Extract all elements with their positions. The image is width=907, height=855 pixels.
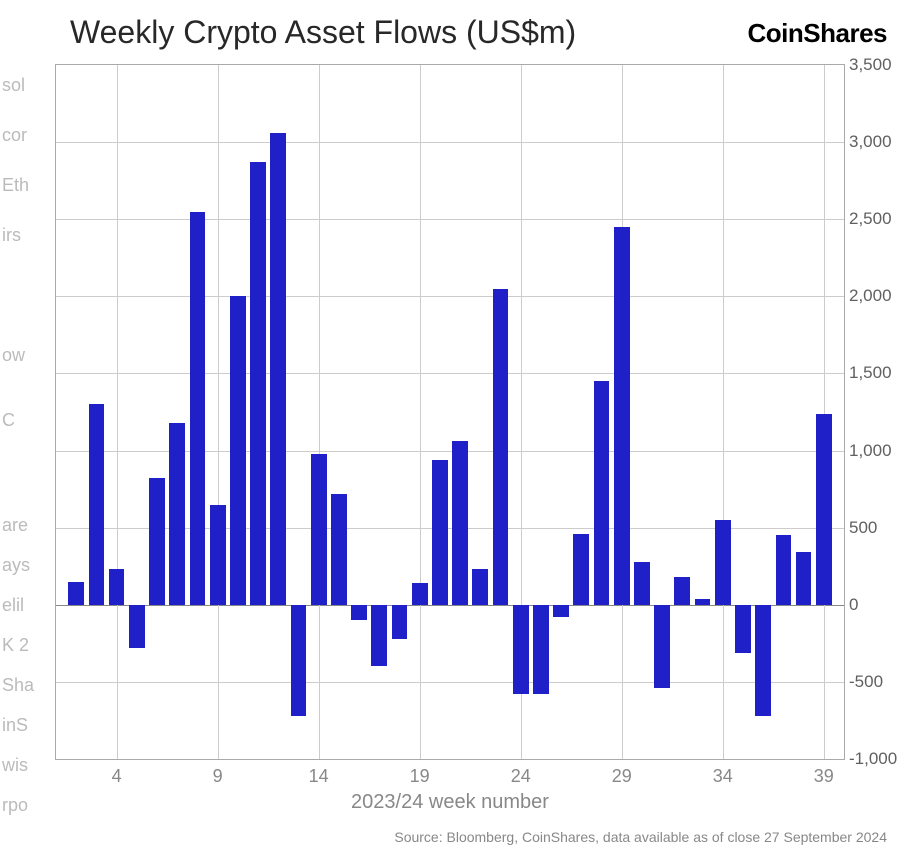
bar <box>533 605 549 694</box>
x-tick-label: 14 <box>309 766 329 787</box>
x-tick-label: 39 <box>814 766 834 787</box>
bar <box>553 605 569 617</box>
bar <box>169 423 185 605</box>
bg-fragment: Eth <box>2 160 29 210</box>
bar <box>654 605 670 688</box>
background-fragments: solcorEthirsowCareayselilK 2ShainSwisrpo <box>0 0 50 855</box>
bar <box>210 505 226 605</box>
bar <box>190 212 206 605</box>
grid-vertical <box>218 65 219 759</box>
bar <box>715 520 731 605</box>
grid-horizontal <box>56 219 844 220</box>
grid-vertical <box>319 65 320 759</box>
y-tick-label: 2,000 <box>849 286 899 306</box>
x-tick-label: 4 <box>112 766 122 787</box>
bar <box>89 404 105 604</box>
bar <box>149 478 165 604</box>
bar <box>432 460 448 605</box>
grid-horizontal <box>56 296 844 297</box>
baseline <box>56 605 844 606</box>
bg-fragment: rpo <box>2 780 28 830</box>
bar <box>594 381 610 605</box>
y-tick-label: 500 <box>849 518 899 538</box>
x-tick-label: 9 <box>213 766 223 787</box>
bar <box>412 583 428 605</box>
bar <box>776 535 792 604</box>
bar <box>129 605 145 648</box>
bar <box>755 605 771 716</box>
bar <box>230 296 246 604</box>
grid-vertical <box>420 65 421 759</box>
grid-vertical <box>723 65 724 759</box>
chart-area: 2023/24 week number -1,000-50005001,0001… <box>55 64 845 760</box>
x-tick-label: 19 <box>410 766 430 787</box>
bar <box>674 577 690 605</box>
bar <box>291 605 307 716</box>
brand-logo: CoinShares <box>748 18 888 49</box>
bar <box>472 569 488 604</box>
bar <box>351 605 367 620</box>
bar <box>250 162 266 605</box>
bar <box>311 454 327 605</box>
y-tick-label: 1,500 <box>849 363 899 383</box>
y-tick-label: -1,000 <box>849 749 899 769</box>
y-tick-label: 3,500 <box>849 55 899 75</box>
x-tick-label: 24 <box>511 766 531 787</box>
x-tick-label: 29 <box>612 766 632 787</box>
x-axis-title: 2023/24 week number <box>351 791 549 814</box>
bg-fragment: C <box>2 395 15 445</box>
chart-title: Weekly Crypto Asset Flows (US$m) <box>70 14 576 51</box>
grid-horizontal <box>56 142 844 143</box>
bar <box>392 605 408 639</box>
bar <box>796 552 812 604</box>
bar <box>695 599 711 605</box>
bar <box>331 494 347 605</box>
bar <box>614 227 630 605</box>
bar <box>816 414 832 605</box>
bg-fragment: ow <box>2 330 25 380</box>
grid-horizontal <box>56 682 844 683</box>
y-tick-label: 2,500 <box>849 209 899 229</box>
x-tick-label: 34 <box>713 766 733 787</box>
grid-horizontal <box>56 373 844 374</box>
y-tick-label: -500 <box>849 672 899 692</box>
bar <box>634 562 650 605</box>
grid-vertical <box>117 65 118 759</box>
y-tick-label: 0 <box>849 595 899 615</box>
y-tick-label: 3,000 <box>849 132 899 152</box>
source-text: Source: Bloomberg, CoinShares, data avai… <box>394 829 887 845</box>
bar <box>371 605 387 667</box>
bar <box>513 605 529 694</box>
bar <box>452 441 468 604</box>
grid-vertical <box>824 65 825 759</box>
bar <box>109 569 125 604</box>
y-tick-label: 1,000 <box>849 441 899 461</box>
bg-fragment: sol <box>2 60 25 110</box>
bar <box>735 605 751 653</box>
bg-fragment: irs <box>2 210 21 260</box>
bar <box>270 133 286 605</box>
bar <box>68 582 84 605</box>
bar <box>493 289 509 605</box>
header: Weekly Crypto Asset Flows (US$m) CoinSha… <box>0 14 907 51</box>
bg-fragment: cor <box>2 110 27 160</box>
bar <box>573 534 589 605</box>
